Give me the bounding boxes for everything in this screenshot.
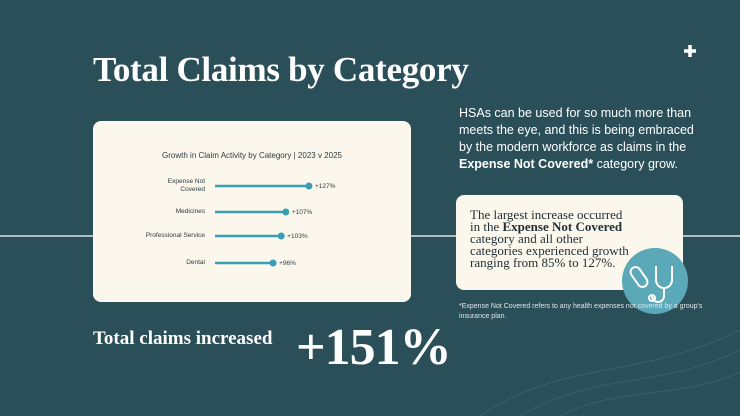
footnote: *Expense Not Covered refers to any healt… [459, 303, 703, 320]
category-label: Dental [186, 259, 205, 266]
callout-text: The largest increase occurred in the Exp… [470, 207, 635, 270]
category-label: Professional Service [145, 232, 205, 239]
total-label: Total claims increased [93, 328, 273, 349]
dot [305, 182, 313, 190]
value-label: +127% [315, 183, 336, 190]
value-label: +107% [292, 209, 313, 216]
intro-part: category grow. [596, 157, 678, 171]
dot [277, 232, 285, 240]
slide-title: Total Claims by Category [93, 50, 469, 89]
decor-lines [479, 329, 740, 416]
dot [282, 208, 290, 216]
pill [629, 266, 649, 288]
callout-part: The largest increase occurred in the [470, 207, 623, 234]
value-label: +96% [279, 260, 296, 267]
chart-card: Growth in Claim Activity by Category | 2… [93, 121, 411, 302]
icon-circle [622, 248, 688, 314]
category-label: Expense Not Covered [167, 178, 205, 193]
health-icon [622, 248, 688, 314]
intro-bold: Expense Not Covered* [459, 157, 594, 171]
category-label: Medicines [175, 208, 205, 215]
chart-title: Growth in Claim Activity by Category | 2… [162, 151, 342, 160]
callout-part: category and all other categories experi… [470, 231, 629, 270]
total-value: +151% [296, 319, 452, 376]
stethoscope-head [648, 294, 656, 302]
callout-bold: Expense Not Covered [502, 219, 623, 234]
intro-part: HSAs can be used for so much more than m… [459, 106, 694, 154]
value-label: +103% [287, 233, 308, 240]
chart: +127% +107% +103% +96% [215, 182, 336, 267]
intro-text: HSAs can be used for so much more than m… [459, 105, 699, 173]
plus-icon [684, 45, 696, 57]
dot [269, 259, 277, 267]
stethoscope [651, 266, 673, 303]
